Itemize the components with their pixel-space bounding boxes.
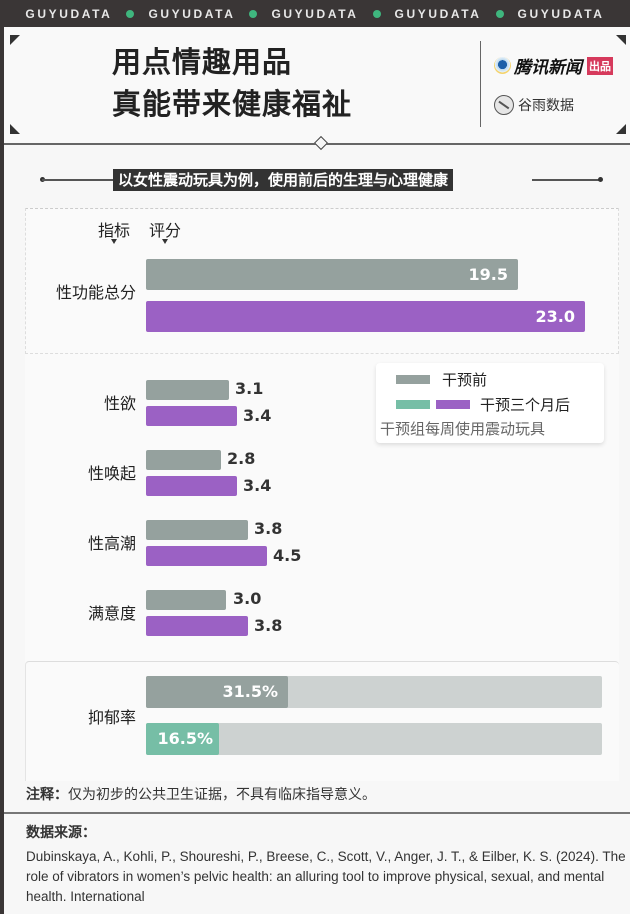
bar-before-satisfaction — [146, 590, 226, 610]
category-label: 性唤起 — [87, 464, 136, 483]
category-label: 性欲 — [103, 394, 136, 413]
tencent-news-logo: 腾讯新闻 出品 — [494, 53, 613, 78]
bar-before-orgasm — [146, 520, 248, 540]
logo2-text: 谷雨数据 — [518, 98, 574, 114]
corner-mark-icon — [10, 35, 20, 45]
bar-value: 2.8 — [227, 449, 256, 468]
bar-value: 4.5 — [273, 546, 302, 565]
infographic-page: 用点情趣用品 真能带来健康福祉 腾讯新闻 出品 谷雨数据 以女性震动玩具为例，使… — [4, 27, 630, 914]
category-label: 性高潮 — [87, 534, 136, 553]
separator-dot-icon — [372, 9, 381, 18]
logo1-text: 腾讯新闻 — [514, 58, 582, 78]
column-header-score: 评分 — [149, 217, 181, 244]
legend-label-after: 干预三个月后 — [480, 396, 571, 414]
bar-after-orgasm — [146, 546, 267, 566]
produced-badge: 出品 — [587, 56, 613, 75]
chart-subtitle: 以女性震动玩具为例，使用前后的生理与心理健康 — [113, 169, 454, 191]
header: 用点情趣用品 真能带来健康福祉 腾讯新闻 出品 谷雨数据 — [4, 27, 630, 144]
bar-before-desire — [146, 380, 229, 400]
brand-text: GUYUDATA — [517, 6, 605, 21]
corner-mark-icon — [10, 124, 20, 134]
bar-value: 3.1 — [235, 379, 264, 398]
footnote-label: 注释： — [26, 787, 68, 803]
bar-value: 3.0 — [233, 589, 262, 608]
bar-before-arousal — [146, 450, 221, 470]
bar-value: 3.8 — [254, 616, 283, 635]
subtitle-rule-left — [42, 179, 114, 181]
legend-label-before: 干预前 — [442, 371, 488, 389]
separator-dot-icon — [126, 9, 135, 18]
legend-swatch-after-purple — [436, 400, 470, 409]
bar-value: 16.5% — [157, 729, 213, 748]
brand-text: GUYUDATA — [148, 6, 236, 21]
bar-value: 3.4 — [243, 476, 272, 495]
footnote-text: 仅为初步的公共卫生证据，不具有临床指导意义。 — [68, 787, 376, 803]
category-label: 满意度 — [87, 604, 136, 623]
separator-dot-icon — [495, 9, 504, 18]
bar-before-depression: 31.5% — [146, 676, 288, 708]
bar-track — [146, 723, 602, 755]
header-divider — [480, 41, 481, 127]
footer-rule — [4, 812, 630, 814]
brand-band: GUYUDATA GUYUDATA GUYUDATA GUYUDATA GUYU… — [0, 0, 630, 27]
chart-legend: 干预前 干预三个月后 干预组每周使用震动玩具 — [376, 363, 604, 443]
source-heading: 数据来源： — [26, 825, 96, 841]
bar-value: 31.5% — [222, 682, 278, 701]
category-label: 抑郁率 — [87, 708, 136, 727]
brand-text: GUYUDATA — [25, 6, 113, 21]
separator-dot-icon — [249, 9, 258, 18]
bar-after-depression: 16.5% — [146, 723, 219, 755]
down-arrow-icon — [111, 239, 117, 244]
guyu-data-logo: 谷雨数据 — [494, 95, 574, 115]
title-line-1: 用点情趣用品 — [112, 45, 293, 79]
title-line-2: 真能带来健康福祉 — [112, 87, 353, 121]
bar-after-total: 23.0 — [146, 301, 585, 332]
source-citation: Dubinskaya, A., Kohli, P., Shoureshi, P.… — [26, 849, 626, 904]
bar-after-satisfaction — [146, 616, 248, 636]
bar-value: 3.4 — [243, 406, 272, 425]
column-header-indicator: 指标 — [98, 217, 130, 244]
bar-after-arousal — [146, 476, 237, 496]
corner-mark-icon — [616, 124, 626, 134]
brand-text: GUYUDATA — [394, 6, 482, 21]
subtitle-rule-right — [532, 179, 600, 181]
down-arrow-icon — [162, 239, 168, 244]
legend-swatch-before — [396, 375, 430, 384]
guyu-data-icon — [494, 95, 514, 115]
bar-value: 19.5 — [468, 265, 508, 284]
bar-value: 23.0 — [535, 307, 575, 326]
category-label: 性功能总分 — [55, 283, 136, 302]
brand-text: GUYUDATA — [271, 6, 359, 21]
page-title: 用点情趣用品 真能带来健康福祉 — [112, 41, 352, 125]
corner-mark-icon — [616, 35, 626, 45]
legend-note: 干预组每周使用震动玩具 — [380, 420, 546, 438]
bar-before-total: 19.5 — [146, 259, 518, 290]
legend-swatch-after-teal — [396, 400, 430, 409]
footnote: 注释：仅为初步的公共卫生证据，不具有临床指导意义。 — [26, 784, 376, 804]
bar-after-desire — [146, 406, 237, 426]
bar-value: 3.8 — [254, 519, 283, 538]
tencent-news-icon — [494, 57, 511, 74]
line-end-dot-icon — [598, 177, 603, 182]
